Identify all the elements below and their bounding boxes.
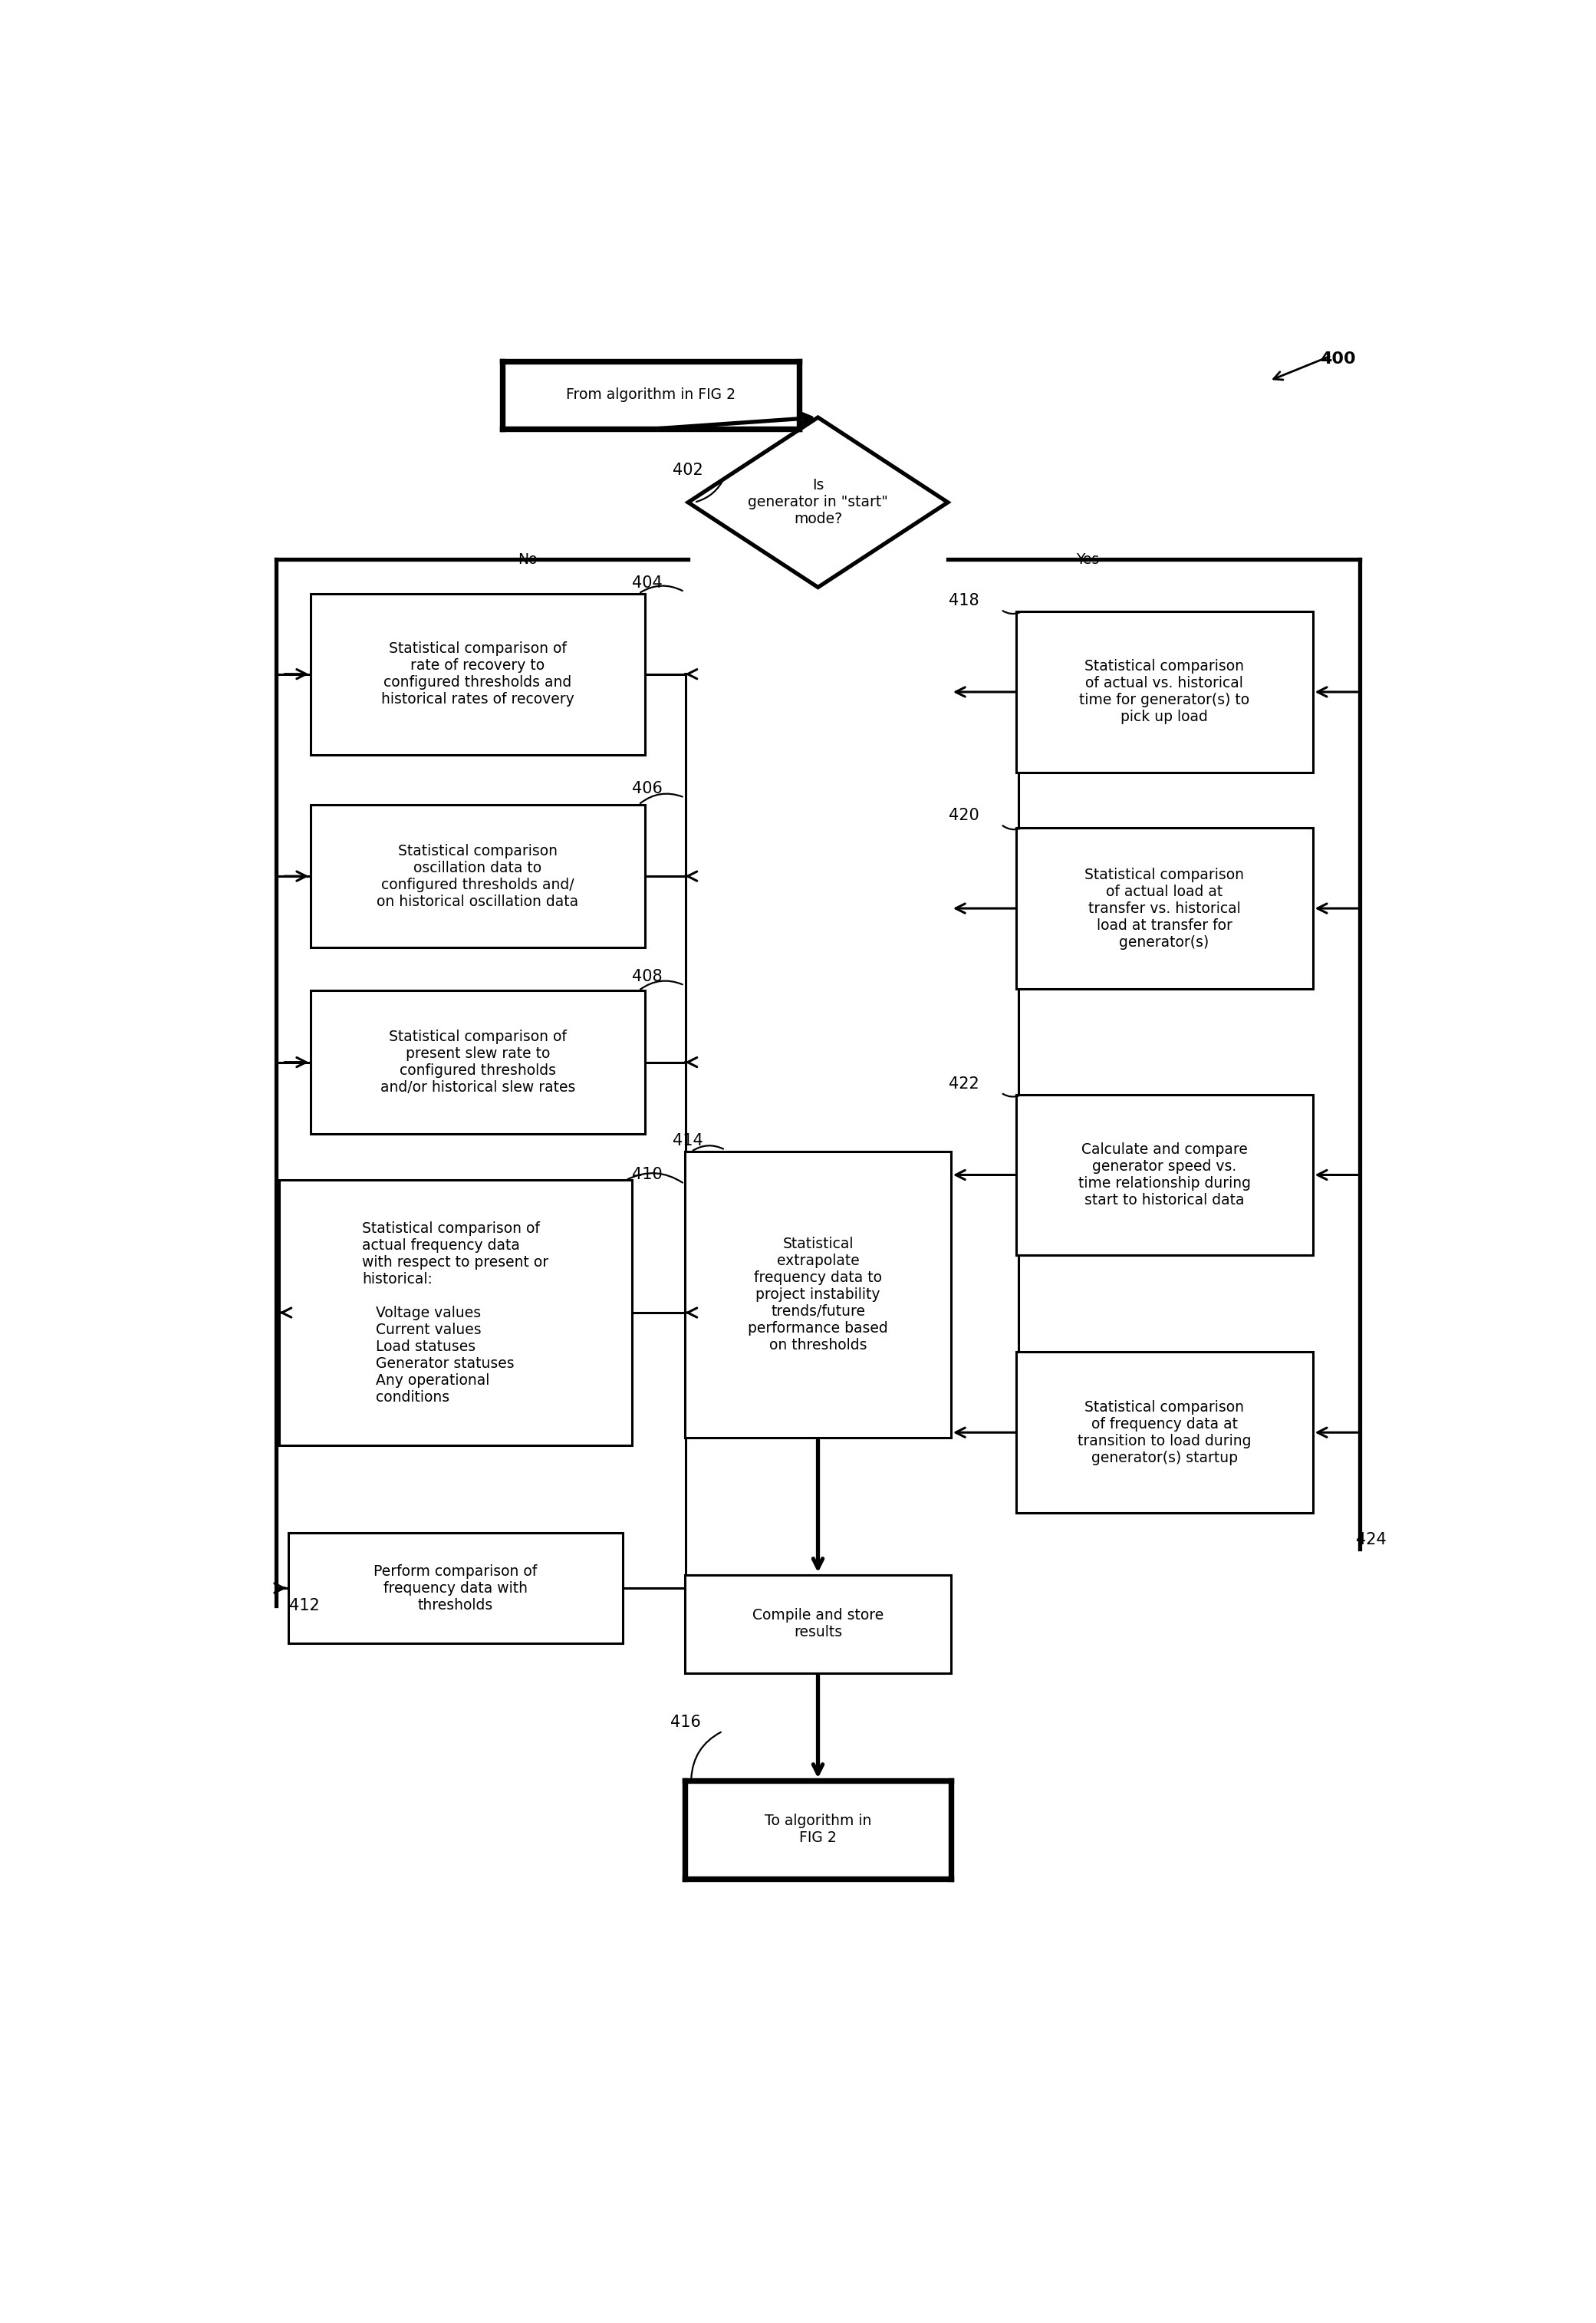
Bar [1017,1352,1314,1512]
Text: Compile and store
results: Compile and store results [752,1608,884,1640]
Text: Statistical comparison of
rate of recovery to
configured thresholds and
historic: Statistical comparison of rate of recove… [381,641,575,706]
Text: 414: 414 [674,1134,704,1148]
Text: From algorithm in FIG 2: From algorithm in FIG 2 [567,388,736,402]
Text: 406: 406 [632,781,662,797]
Text: 408: 408 [632,969,662,985]
Bar [685,1779,951,1879]
Bar [1017,1094,1314,1254]
Text: Statistical comparison
oscillation data to
configured thresholds and/
on histori: Statistical comparison oscillation data … [377,843,579,908]
Text: Statistical comparison
of frequency data at
transition to load during
generator(: Statistical comparison of frequency data… [1077,1401,1251,1466]
Text: 422: 422 [948,1076,980,1092]
Bar [1017,827,1314,990]
Text: No: No [517,553,538,567]
Text: 400: 400 [1320,351,1355,367]
Text: Statistical comparison
of actual vs. historical
time for generator(s) to
pick up: Statistical comparison of actual vs. his… [1079,660,1250,725]
Text: 416: 416 [670,1714,701,1731]
Bar [279,1180,632,1445]
Text: 404: 404 [632,576,662,590]
Text: Calculate and compare
generator speed vs.
time relationship during
start to hist: Calculate and compare generator speed vs… [1077,1143,1251,1208]
Bar [311,595,645,755]
Text: Perform comparison of
frequency data with
thresholds: Perform comparison of frequency data wit… [373,1563,538,1612]
Text: Yes: Yes [1076,553,1100,567]
Bar [311,990,645,1134]
Bar [289,1533,622,1645]
Polygon shape [688,418,948,588]
Bar [311,804,645,948]
Text: Is
generator in "start"
mode?: Is generator in "start" mode? [749,479,887,527]
Text: 410: 410 [632,1166,662,1182]
Text: 420: 420 [948,808,980,822]
Text: 424: 424 [1357,1533,1387,1547]
Text: Statistical comparison of
actual frequency data
with respect to present or
histo: Statistical comparison of actual frequen… [362,1222,549,1405]
Text: 418: 418 [948,592,978,609]
Text: 412: 412 [289,1598,319,1614]
Text: Statistical
extrapolate
frequency data to
project instability
trends/future
perf: Statistical extrapolate frequency data t… [749,1236,887,1352]
Bar [503,360,800,430]
Text: To algorithm in
FIG 2: To algorithm in FIG 2 [764,1814,871,1844]
Text: Statistical comparison of
present slew rate to
configured thresholds
and/or hist: Statistical comparison of present slew r… [380,1029,575,1094]
Bar [685,1152,951,1438]
Bar [1017,611,1314,774]
Bar [685,1575,951,1673]
Text: 402: 402 [674,462,704,479]
Text: Statistical comparison
of actual load at
transfer vs. historical
load at transfe: Statistical comparison of actual load at… [1085,866,1243,950]
